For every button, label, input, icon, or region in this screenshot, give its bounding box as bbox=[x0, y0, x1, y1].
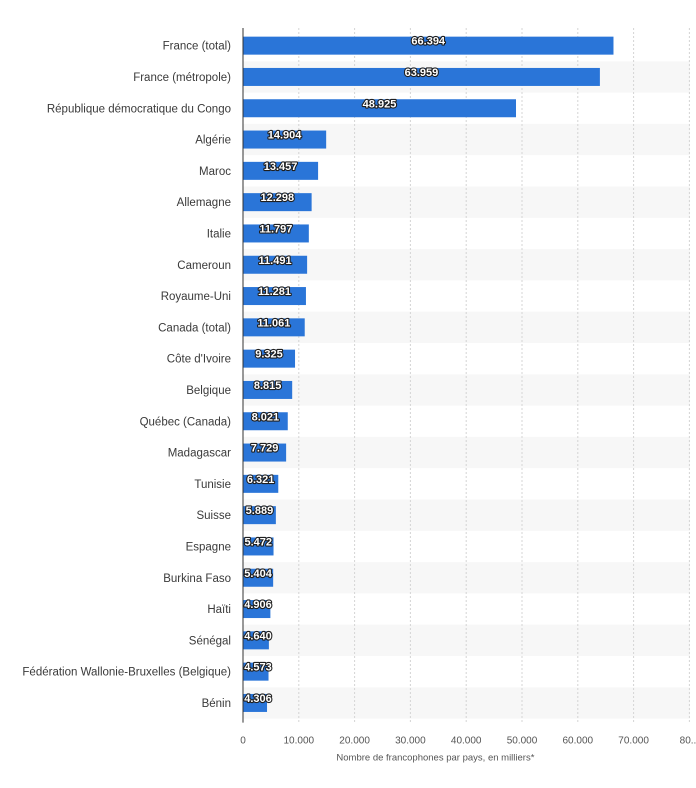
bar[interactable] bbox=[243, 568, 274, 587]
category-label: Côte d'Ivoire bbox=[167, 354, 231, 366]
bar[interactable] bbox=[243, 631, 269, 650]
bar[interactable] bbox=[243, 255, 308, 274]
bar[interactable] bbox=[243, 130, 327, 149]
value-label: 13.457 bbox=[264, 161, 298, 173]
value-label: 11.061 bbox=[257, 317, 290, 329]
bar[interactable] bbox=[243, 412, 288, 431]
value-label: 7.729 bbox=[251, 443, 279, 455]
category-label: Espagne bbox=[186, 541, 231, 553]
category-label: France (métropole) bbox=[133, 72, 231, 84]
category-label: Canada (total) bbox=[158, 322, 231, 334]
category-label: Algérie bbox=[195, 135, 231, 147]
category-label: Royaume-Uni bbox=[161, 291, 231, 303]
value-label: 11.797 bbox=[259, 223, 292, 235]
x-tick-label: 50.000 bbox=[507, 736, 538, 747]
x-tick-label: 20.000 bbox=[339, 736, 370, 747]
value-label: 4.906 bbox=[244, 599, 272, 611]
category-label: Fédération Wallonie-Bruxelles (Belgique) bbox=[22, 667, 231, 679]
bar[interactable] bbox=[243, 380, 293, 399]
bar[interactable] bbox=[243, 287, 306, 306]
category-label: Sénégal bbox=[189, 635, 231, 647]
value-label: 5.889 bbox=[246, 505, 274, 517]
x-tick-label: 60.000 bbox=[563, 736, 594, 747]
x-tick-label: 40.000 bbox=[451, 736, 482, 747]
value-label: 11.491 bbox=[259, 255, 292, 267]
value-label: 11.281 bbox=[258, 286, 291, 298]
bar[interactable] bbox=[243, 537, 274, 556]
bar[interactable] bbox=[243, 67, 600, 86]
value-labels: 66.394 63.959 48.925 14.904 13.457 12.298 11.7… bbox=[243, 35, 447, 707]
category-label: Italie bbox=[207, 228, 231, 240]
category-label: Québec (Canada) bbox=[140, 416, 232, 428]
bar[interactable] bbox=[243, 318, 305, 337]
bar[interactable] bbox=[243, 600, 271, 619]
bar[interactable] bbox=[243, 349, 296, 368]
bar[interactable] bbox=[243, 36, 614, 55]
value-label: 8.815 bbox=[254, 380, 282, 392]
category-label: Cameroun bbox=[177, 260, 231, 272]
category-label: Maroc bbox=[199, 166, 231, 178]
value-label: 66.394 bbox=[411, 36, 446, 48]
category-label: Tunisie bbox=[194, 479, 231, 491]
bar[interactable] bbox=[243, 662, 269, 681]
category-label: France (total) bbox=[163, 41, 232, 53]
category-label: Allemagne bbox=[177, 197, 231, 209]
value-label: 12.298 bbox=[260, 192, 294, 204]
value-label: 5.404 bbox=[244, 568, 272, 580]
bar[interactable] bbox=[243, 693, 268, 712]
bar[interactable] bbox=[243, 443, 287, 462]
value-label: 14.904 bbox=[268, 130, 303, 142]
bars bbox=[243, 36, 614, 712]
bar[interactable] bbox=[243, 161, 319, 180]
x-tick-labels: 0 10.000 20.000 30.000 40.000 50.000 60.000 70.… bbox=[240, 736, 696, 747]
bar[interactable] bbox=[243, 474, 279, 493]
x-tick-label: 10.000 bbox=[284, 736, 315, 747]
category-label: Madagascar bbox=[168, 448, 231, 460]
value-label: 4.306 bbox=[244, 693, 272, 705]
value-label: 8.021 bbox=[252, 411, 280, 423]
bar[interactable] bbox=[243, 224, 309, 243]
value-label: 48.925 bbox=[363, 98, 397, 110]
x-axis-title: Nombre de francophones par pays, en mill… bbox=[336, 753, 534, 764]
value-label: 63.959 bbox=[405, 67, 439, 79]
category-label: Bénin bbox=[202, 698, 231, 710]
category-labels: France (total) France (métropole) Républiq… bbox=[22, 41, 231, 710]
category-label: Belgique bbox=[186, 385, 231, 397]
bar[interactable] bbox=[243, 193, 312, 212]
category-label: Haïti bbox=[207, 604, 231, 616]
bar[interactable] bbox=[243, 99, 517, 118]
x-tick-label: 30.000 bbox=[395, 736, 426, 747]
category-label: Burkina Faso bbox=[163, 573, 231, 585]
bar[interactable] bbox=[243, 506, 276, 525]
value-label: 4.573 bbox=[244, 662, 272, 674]
value-label: 9.325 bbox=[255, 349, 283, 361]
x-tick-label: 70.000 bbox=[618, 736, 649, 747]
category-label: Suisse bbox=[196, 510, 231, 522]
value-label: 6.321 bbox=[247, 474, 275, 486]
x-tick-label: 80... bbox=[680, 736, 696, 747]
value-label: 5.472 bbox=[245, 536, 273, 548]
x-tick-label: 0 bbox=[240, 736, 246, 747]
category-label: République démocratique du Congo bbox=[47, 103, 231, 115]
value-label: 4.640 bbox=[244, 630, 272, 642]
